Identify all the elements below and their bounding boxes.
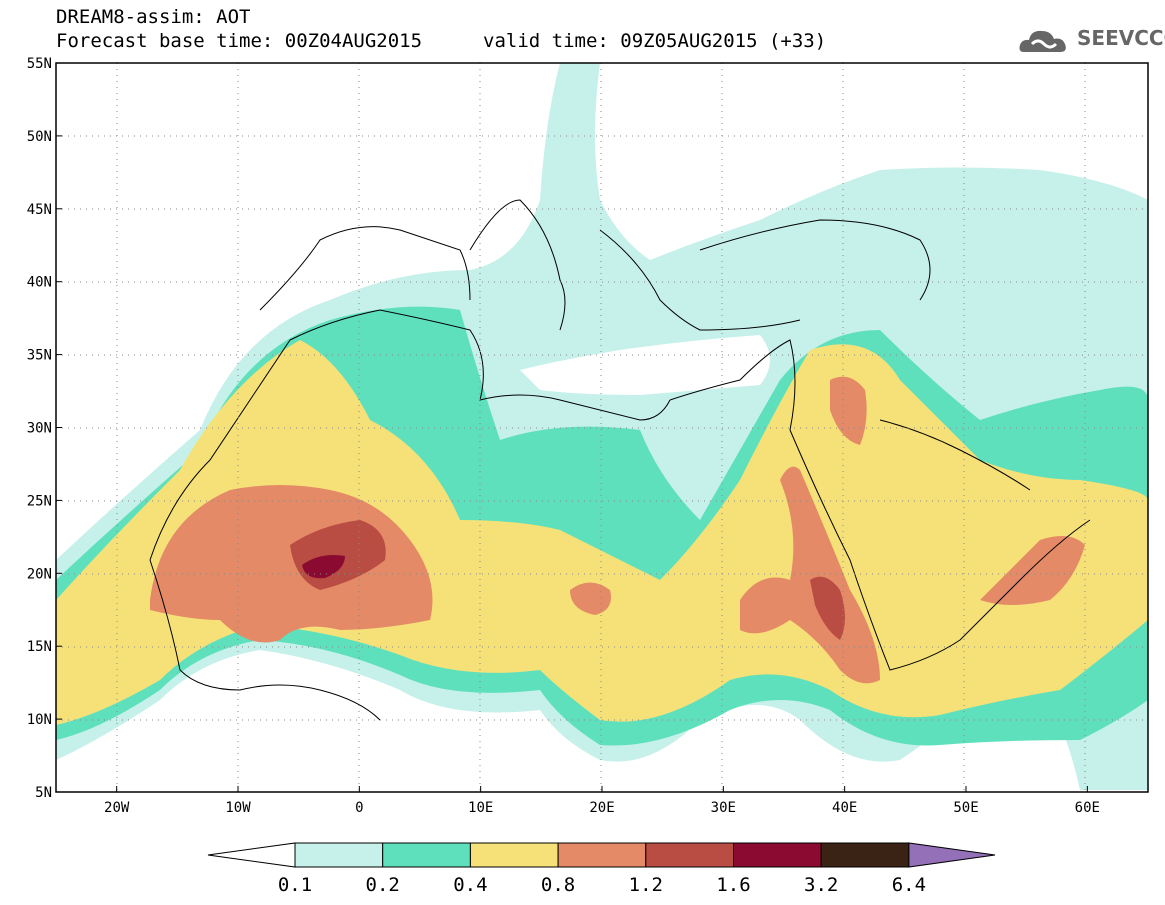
- lat-tick-label: 5N: [35, 785, 52, 801]
- lon-tick-label: 30E: [711, 800, 736, 816]
- aot-band-0.8-central: [570, 582, 611, 615]
- latitude-ticks: 55N 50N 45N 40N 35N 30N 25N 20N 15N 10N 5N: [27, 56, 62, 801]
- aot-band-0.8-oman: [980, 536, 1085, 605]
- lat-tick-label: 25N: [27, 493, 52, 509]
- lon-tick-label: 20W: [104, 800, 130, 816]
- aot-band-1.6: [302, 555, 345, 579]
- lat-tick-label: 15N: [27, 639, 52, 655]
- lat-tick-label: 50N: [27, 129, 52, 145]
- lat-tick-label: 35N: [27, 348, 52, 364]
- lat-tick-label: 40N: [27, 275, 52, 291]
- aot-field: [56, 63, 1148, 792]
- forecast-base-time: Forecast base time: 00Z04AUG2015: [56, 30, 423, 52]
- aot-band-0.8-east: [740, 466, 880, 684]
- valid-time: valid time: 09Z05AUG2015 (+33): [483, 30, 827, 52]
- grid-lines: [56, 63, 1148, 792]
- lon-tick-label: 40E: [832, 800, 857, 816]
- longitude-ticks: 20W 10W 0 10E 20E 30E 40E 50E 60E: [104, 786, 1100, 816]
- lat-tick-label: 10N: [27, 712, 52, 728]
- lon-tick-label: 10E: [468, 800, 493, 816]
- clean-mediterranean: [520, 335, 770, 395]
- lon-tick-label: 60E: [1075, 800, 1100, 816]
- logo-text: SEEVCCC: [1077, 26, 1165, 50]
- lat-tick-label: 45N: [27, 202, 52, 218]
- aot-band-0.4: [56, 340, 1148, 725]
- aot-band-0.8-arabia: [830, 376, 867, 445]
- lat-tick-label: 20N: [27, 566, 52, 582]
- coastlines: [149, 199, 1091, 721]
- lon-tick-label: 20E: [589, 800, 614, 816]
- lat-tick-label: 55N: [27, 56, 52, 72]
- lon-tick-label: 10W: [225, 800, 251, 816]
- lat-tick-label: 30N: [27, 421, 52, 437]
- lon-tick-label: 0: [355, 800, 363, 816]
- map-title: DREAM8-assim: AOT: [56, 6, 251, 28]
- clean-gulf-guinea: [160, 666, 430, 792]
- aot-band-1.2-east: [810, 576, 845, 640]
- lon-tick-label: 50E: [953, 800, 978, 816]
- cloud-logo-icon: [1019, 30, 1066, 52]
